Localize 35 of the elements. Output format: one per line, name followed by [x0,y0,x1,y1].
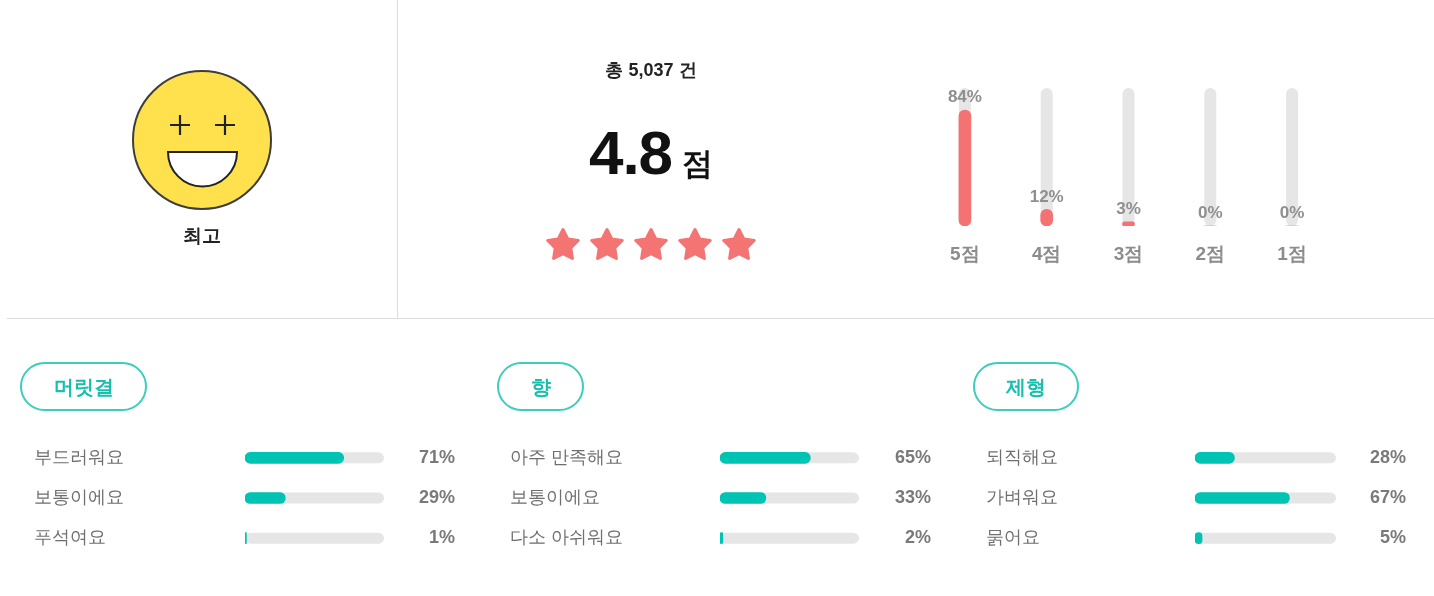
y-tick-label: 보통이에요 [510,486,600,507]
data-label: 0% [1198,203,1223,223]
data-label: 29% [418,486,455,507]
data-label: 1% [428,527,455,548]
data-label: 84% [947,87,982,107]
text: 제형 [1006,374,1046,400]
text: 향 [530,374,551,400]
data-label: 0% [1279,203,1305,223]
data-label: 5% [1379,527,1406,548]
data-label: 3% [1116,199,1141,219]
x-tick-label: 2점 [1195,242,1226,264]
data-label: 67% [1369,486,1406,507]
data-label: 12% [1029,186,1064,206]
x-tick-label: 4점 [1031,242,1062,264]
y-tick-label: 푸석여요 [34,527,106,548]
x-tick-label: 3점 [1113,242,1144,264]
text: 4.8 [588,116,673,188]
text: 총 5,037 건 [605,59,697,82]
y-tick-label: 묽어요 [986,527,1040,548]
y-tick-label: 되직해요 [986,446,1058,467]
data-label: 28% [1369,446,1406,467]
data-label: 33% [894,486,931,507]
text: 머릿결 [53,374,114,400]
data-label: 71% [418,446,455,467]
data-label: 2% [904,527,931,548]
y-tick-label: 다소 아쉬워요 [510,527,624,548]
data-label: 65% [894,446,931,467]
x-tick-label: 5점 [950,242,980,264]
y-tick-label: 부드러워요 [34,446,124,467]
text: 점 [682,144,714,183]
y-tick-label: 보통이에요 [34,486,124,507]
x-tick-label: 1점 [1277,242,1307,264]
y-tick-label: 아주 만족해요 [510,446,624,467]
y-tick-label: 가벼워요 [986,486,1058,507]
text: 최고 [183,224,221,248]
